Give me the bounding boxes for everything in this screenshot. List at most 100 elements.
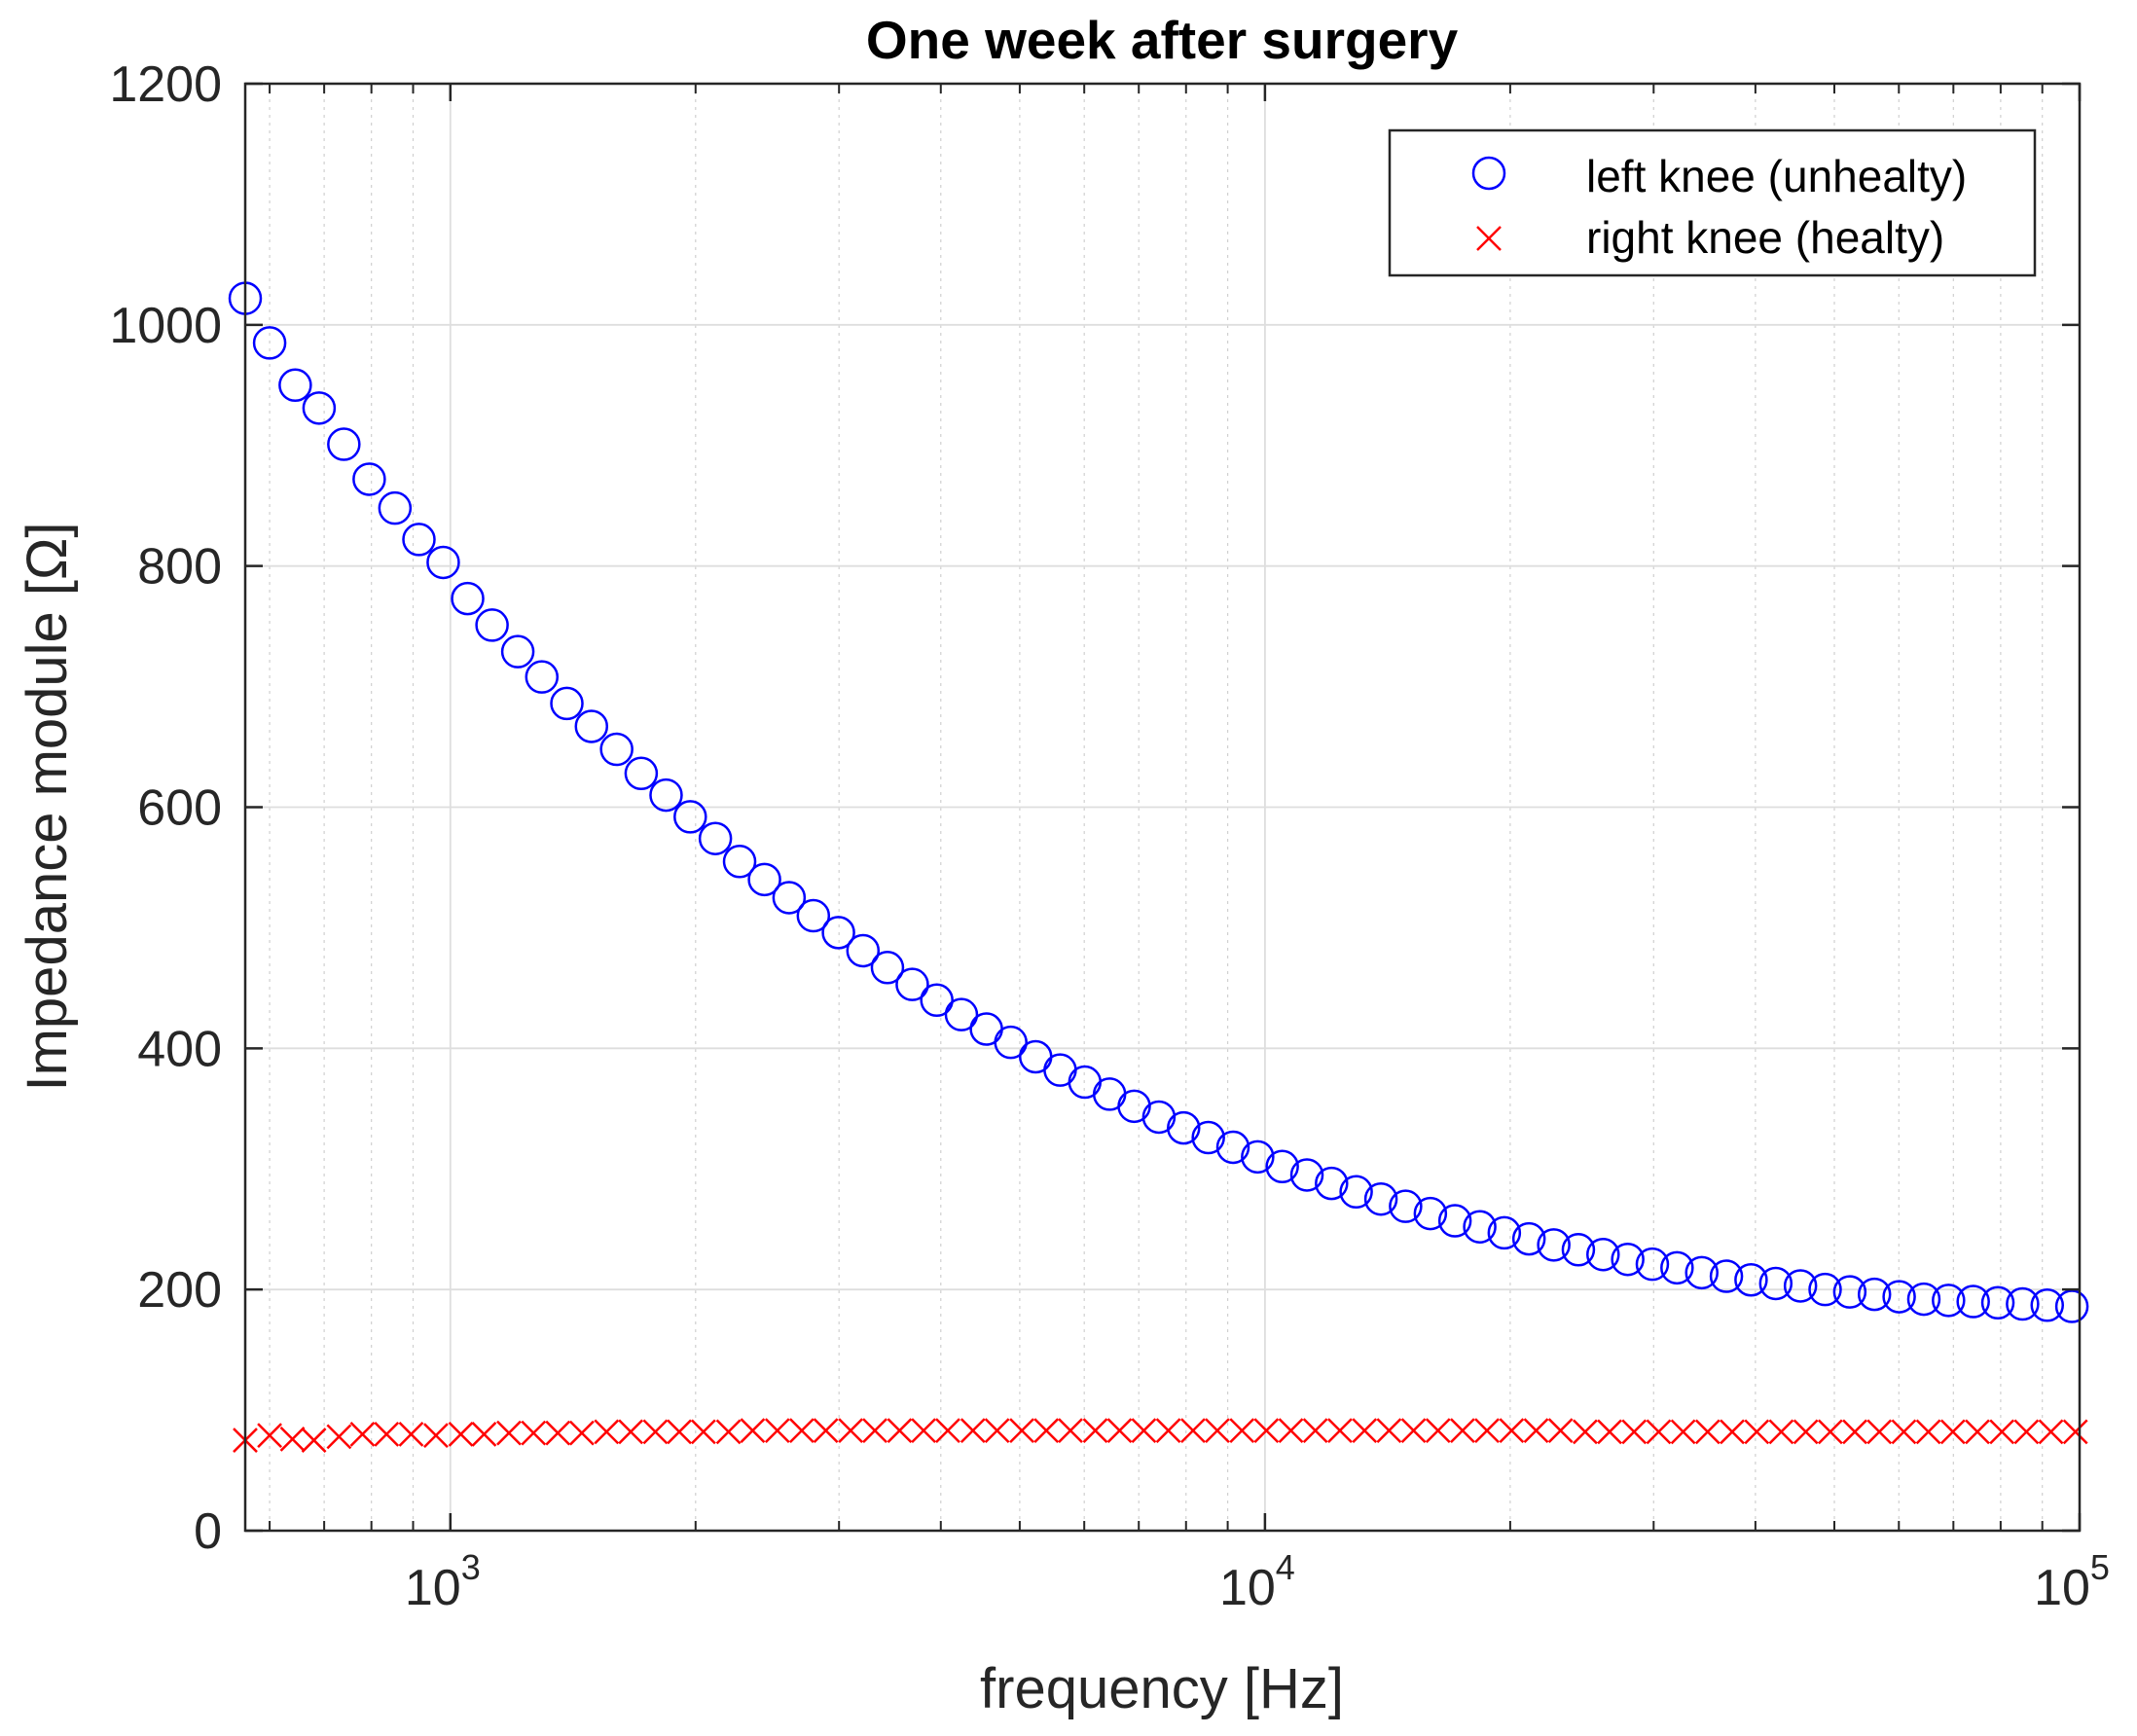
data-point-left-knee [2006, 1286, 2040, 1321]
y-tick-label: 1200 [109, 56, 222, 113]
x-marker-stroke [1547, 1418, 1574, 1444]
data-point-left-knee [1241, 1139, 1275, 1175]
x-marker-stroke [1965, 1419, 1990, 1445]
legend-label-left-knee: left knee (unhealty) [1586, 151, 1967, 201]
x-marker-stroke [568, 1420, 595, 1446]
data-point-right-knee [1989, 1419, 2015, 1445]
data-point-right-knee [448, 1421, 474, 1447]
data-point-right-knee [1817, 1419, 1843, 1445]
data-point-left-knee [698, 821, 733, 855]
data-point-right-knee [1253, 1418, 1280, 1444]
x-marker-stroke [642, 1419, 669, 1445]
x-marker-stroke [984, 1418, 1010, 1444]
data-point-left-knee [1191, 1120, 1225, 1155]
x-marker-stroke [618, 1419, 644, 1445]
data-point-right-knee [935, 1418, 960, 1444]
data-point-left-knee [451, 581, 485, 616]
x-marker-stroke [1058, 1418, 1083, 1444]
data-point-right-knee [667, 1419, 692, 1445]
x-marker-stroke [862, 1418, 887, 1444]
y-tick-label: 400 [137, 1021, 222, 1077]
data-point-left-knee [2030, 1288, 2065, 1322]
data-point-left-knee [920, 983, 954, 1018]
data-point-left-knee [1882, 1280, 1916, 1314]
data-point-right-knee [398, 1421, 424, 1447]
data-point-right-knee [764, 1418, 790, 1444]
data-point-right-knee [1744, 1419, 1770, 1445]
x-marker-stroke [448, 1421, 474, 1447]
data-point-right-knee [838, 1418, 863, 1444]
data-point-right-knee [862, 1418, 887, 1444]
data-point-right-knee [1180, 1418, 1206, 1444]
x-marker-stroke [789, 1418, 815, 1444]
data-point-right-knee [2013, 1419, 2040, 1445]
data-point-left-knee [1956, 1284, 1990, 1319]
data-point-right-knee [1352, 1418, 1378, 1444]
x-marker-stroke [1131, 1418, 1157, 1444]
data-point-left-knee [1315, 1166, 1349, 1201]
x-marker-stroke [521, 1420, 547, 1446]
data-point-left-knee [525, 660, 560, 694]
data-point-left-knee [1586, 1237, 1620, 1272]
data-point-right-knee [960, 1418, 986, 1444]
data-point-right-knee [1474, 1418, 1500, 1444]
data-point-right-knee [618, 1419, 644, 1445]
x-marker-stroke [1621, 1419, 1648, 1445]
data-point-left-knee [1487, 1215, 1522, 1250]
data-point-right-knee [1450, 1418, 1475, 1444]
data-point-left-knee [402, 523, 436, 557]
data-point-left-knee [1141, 1100, 1177, 1135]
data-point-left-knee [1709, 1259, 1744, 1293]
x-marker-stroke [374, 1421, 400, 1447]
x-marker-stroke [1155, 1418, 1181, 1444]
data-point-right-knee [1915, 1419, 1941, 1445]
data-point-right-knee [1573, 1419, 1598, 1445]
x-marker-stroke [1694, 1419, 1720, 1445]
data-point-right-knee [471, 1421, 497, 1447]
data-point-right-knee [1376, 1418, 1402, 1444]
data-point-left-knee [1363, 1181, 1398, 1216]
x-marker-stroke [1499, 1418, 1525, 1444]
data-point-right-knee [496, 1420, 522, 1446]
y-axis-label: Impedance module [Ω] [16, 522, 79, 1091]
data-point-left-knee [1932, 1284, 1966, 1318]
data-point-right-knee [1205, 1418, 1230, 1444]
data-point-right-knee [984, 1418, 1010, 1444]
x-marker-stroke [1523, 1418, 1549, 1444]
x-marker-stroke [813, 1418, 839, 1444]
data-point-left-knee [796, 898, 831, 933]
x-marker-stroke [960, 1418, 986, 1444]
y-tick-label: 200 [137, 1262, 222, 1319]
x-marker-stroke [764, 1418, 790, 1444]
x-marker-stroke [301, 1428, 327, 1453]
data-point-right-knee [2062, 1419, 2088, 1445]
data-point-left-knee [1734, 1263, 1768, 1297]
data-point-left-knee [1660, 1250, 1694, 1285]
data-point-left-knee [1611, 1242, 1645, 1277]
data-point-left-knee [870, 951, 905, 985]
data-point-right-knee [521, 1420, 547, 1446]
x-marker-stroke [1302, 1418, 1328, 1444]
x-tick-label: 104 [1219, 1547, 1295, 1616]
data-point-left-knee [327, 427, 361, 461]
data-point-right-knee [594, 1419, 620, 1445]
data-point-right-knee [1400, 1418, 1427, 1444]
x-marker-stroke [1573, 1419, 1598, 1445]
x-marker-stroke [1939, 1419, 1966, 1445]
x-marker-stroke [1768, 1419, 1794, 1445]
data-point-left-knee [2054, 1289, 2089, 1323]
data-point-right-knee [2038, 1419, 2064, 1445]
x-marker-stroke [1474, 1418, 1500, 1444]
x-marker-stroke [887, 1418, 913, 1444]
x-marker-stroke [1793, 1419, 1819, 1445]
data-point-right-knee [1621, 1419, 1648, 1445]
data-point-left-knee [1117, 1089, 1151, 1124]
data-point-left-knee [1832, 1275, 1867, 1309]
data-point-left-knee [1265, 1149, 1299, 1184]
data-point-left-knee [1389, 1189, 1423, 1223]
data-point-right-knee [423, 1423, 449, 1448]
x-marker-stroke [911, 1418, 936, 1444]
data-point-left-knee [302, 391, 337, 425]
x-marker-stroke [1400, 1418, 1427, 1444]
data-point-right-knee [545, 1420, 571, 1446]
